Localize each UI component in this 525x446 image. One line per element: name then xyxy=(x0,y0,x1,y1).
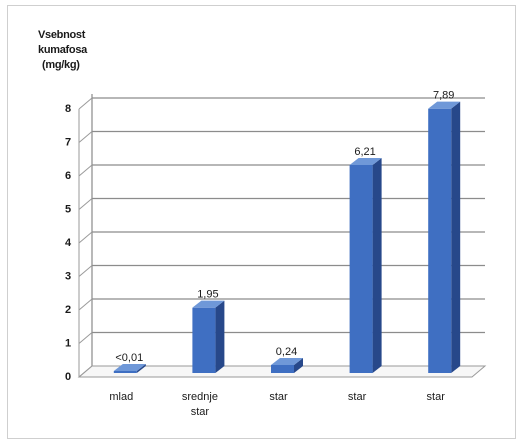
bar-side xyxy=(294,357,303,373)
bar-top xyxy=(192,300,225,308)
bar-side xyxy=(215,300,225,373)
y-tick-label: 2 xyxy=(65,304,71,316)
y-tick-mark xyxy=(78,365,93,378)
x-tick-label: star xyxy=(269,391,288,403)
bar-side xyxy=(372,157,382,373)
y-tick-mark xyxy=(78,97,93,110)
y-tick-label: 4 xyxy=(65,237,72,249)
bar-top xyxy=(349,157,382,165)
data-label: 1,95 xyxy=(197,289,218,301)
bar xyxy=(428,108,452,373)
y-tick-label: 8 xyxy=(65,103,71,115)
y-axis-label: Vsebnost kumafosa (mg/kg) xyxy=(38,28,128,73)
data-label: 0,24 xyxy=(276,346,297,358)
y-tick-label: 5 xyxy=(65,204,71,216)
y-tick-mark xyxy=(78,164,93,177)
data-label: 6,21 xyxy=(354,146,375,158)
y-tick-label: 7 xyxy=(65,137,71,149)
y-tick-label: 3 xyxy=(65,271,71,283)
y-tick-label: 6 xyxy=(65,170,71,182)
y-tick-label: 1 xyxy=(65,338,71,350)
bar xyxy=(271,364,294,373)
y-tick-mark xyxy=(78,332,93,344)
y-axis-label-line-1: Vsebnost xyxy=(38,29,86,41)
data-label: <0,01 xyxy=(115,352,143,364)
x-tick-label: srednje xyxy=(182,391,218,403)
x-tick-label: star xyxy=(348,391,367,403)
bar-top xyxy=(271,357,303,365)
bar xyxy=(113,371,137,373)
x-tick-label: star xyxy=(427,391,446,403)
bar-top xyxy=(113,364,146,371)
bar-side xyxy=(136,364,146,373)
data-label: 7,89 xyxy=(433,90,454,102)
y-tick-mark xyxy=(78,131,93,143)
y-tick-mark xyxy=(78,198,93,210)
y-tick-mark xyxy=(78,231,93,244)
bar xyxy=(349,164,373,373)
x-tick-label: star xyxy=(191,406,210,418)
bar-top xyxy=(428,101,461,109)
y-tick-mark xyxy=(78,298,93,311)
y-axis-label-line-2: kumafosa xyxy=(38,44,87,56)
x-tick-label: mlad xyxy=(109,391,133,403)
bar-side xyxy=(451,101,461,373)
y-tick-mark xyxy=(78,265,93,277)
bar xyxy=(192,307,216,373)
y-tick-label: 0 xyxy=(65,371,71,383)
y-axis-label-line-3: (mg/kg) xyxy=(42,59,80,71)
